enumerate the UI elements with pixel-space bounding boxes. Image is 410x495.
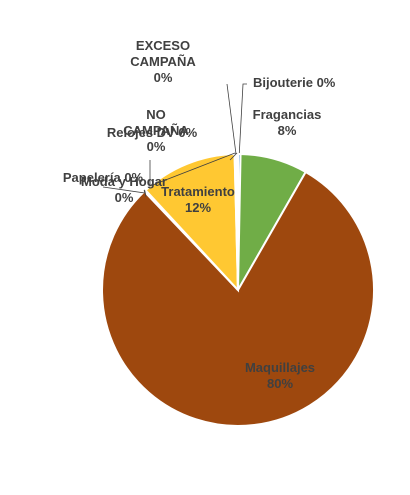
- leader-line-relojes-dv: [149, 152, 236, 187]
- data-label-relojes-dv: Relojes DV 0%: [107, 125, 198, 140]
- data-label-exceso-campana: EXCESO CAMPAÑA 0%: [130, 38, 196, 85]
- data-label-fragancias: Fragancias 8%: [253, 107, 322, 138]
- leader-line-exceso-campana: [226, 83, 238, 155]
- data-label-moda-y-hogar: Moda y Hogar 0%: [81, 174, 167, 205]
- leader-line-bijouterie: [238, 83, 247, 154]
- data-label-no-campana: NO CAMPAÑA 0%: [123, 107, 189, 154]
- data-labels-group: Bijouterie 0% Fragancias 8% Maquillajes 80% P…: [63, 38, 336, 391]
- pie-slice-tratamiento: [144, 153, 240, 293]
- data-label-tratamiento: Tratamiento 12%: [161, 184, 235, 215]
- data-label-papeleria: Papelería 0%: [63, 170, 144, 185]
- data-label-bijouterie: Bijouterie 0%: [253, 75, 336, 90]
- leader-line-moda-y-hogar: [144, 189, 147, 197]
- slices-group: [101, 152, 376, 427]
- pie-slice-maquillajes: [101, 170, 376, 427]
- data-label-maquillajes: Maquillajes 80%: [245, 360, 315, 391]
- leader-lines-group: [102, 83, 247, 197]
